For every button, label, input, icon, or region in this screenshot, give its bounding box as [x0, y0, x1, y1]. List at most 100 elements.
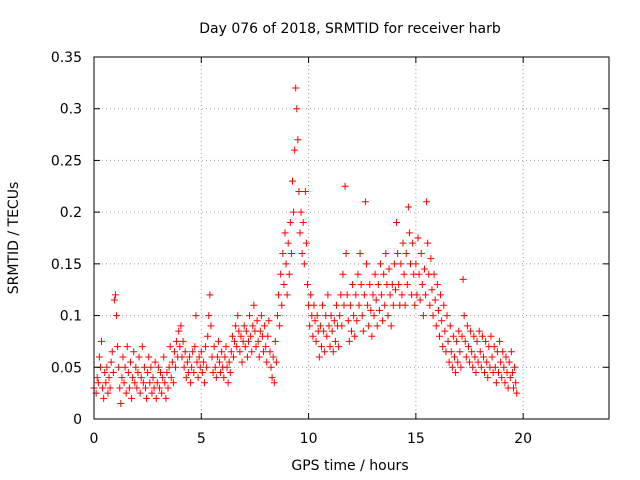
data-point: [124, 368, 132, 376]
data-point: [354, 270, 362, 278]
data-point: [348, 327, 355, 335]
data-point: [375, 306, 383, 314]
data-point: [243, 353, 251, 361]
data-point: [507, 348, 515, 356]
data-point: [229, 353, 237, 361]
data-point: [210, 343, 218, 351]
data-point: [331, 337, 339, 345]
data-point: [273, 312, 281, 320]
data-point: [139, 379, 147, 387]
data-point: [327, 312, 335, 320]
data-point: [513, 389, 521, 397]
data-point: [409, 239, 417, 247]
data-point: [119, 353, 127, 361]
data-point: [194, 374, 202, 382]
data-point: [176, 343, 184, 351]
data-point: [118, 374, 126, 382]
y-tick-label: 0.35: [51, 50, 82, 66]
data-point: [355, 301, 363, 309]
x-tick-labels: 0 5 10 15 20: [90, 431, 533, 447]
data-point: [197, 348, 205, 356]
data-point: [272, 358, 280, 366]
data-point: [494, 368, 502, 376]
data-points-layer: [90, 84, 521, 407]
data-point: [188, 363, 196, 371]
data-point: [128, 394, 136, 402]
data-point: [113, 312, 121, 320]
data-point: [163, 368, 171, 376]
data-point: [438, 317, 446, 325]
data-point: [172, 363, 180, 371]
data-point: [288, 177, 296, 185]
data-point: [441, 327, 449, 335]
data-point: [454, 358, 462, 366]
data-point: [332, 301, 340, 309]
data-point: [447, 348, 455, 356]
data-point: [446, 322, 454, 330]
data-point: [404, 203, 412, 211]
data-point: [268, 374, 276, 382]
data-point: [380, 270, 388, 278]
x-axis-label: GPS time / hours: [291, 458, 408, 474]
data-point: [350, 312, 358, 320]
data-point: [145, 353, 153, 361]
data-point: [222, 343, 230, 351]
data-point: [468, 348, 476, 356]
data-point: [370, 312, 378, 320]
data-point: [302, 239, 310, 247]
data-point: [115, 363, 123, 371]
data-point: [264, 332, 272, 340]
data-point: [131, 379, 139, 387]
data-point: [386, 291, 394, 299]
data-point: [411, 301, 419, 309]
data-point: [209, 368, 217, 376]
data-point: [382, 250, 390, 258]
data-point: [361, 198, 369, 206]
data-point: [221, 353, 229, 361]
data-point: [182, 374, 190, 382]
data-point: [449, 332, 457, 340]
data-point: [368, 332, 376, 340]
data-point: [365, 322, 373, 330]
data-point: [252, 343, 260, 351]
data-point: [246, 312, 254, 320]
data-point: [280, 281, 288, 289]
data-point: [352, 291, 360, 299]
data-point: [278, 301, 286, 309]
data-point: [226, 368, 234, 376]
data-point: [423, 198, 431, 206]
data-point: [435, 332, 443, 340]
data-point: [144, 368, 152, 376]
data-point: [140, 363, 148, 371]
data-point: [287, 250, 295, 258]
data-point: [282, 260, 290, 268]
data-point: [292, 84, 300, 92]
data-point: [502, 353, 510, 361]
data-point: [445, 358, 453, 366]
data-point: [160, 353, 168, 361]
data-point: [256, 327, 264, 335]
data-point: [374, 281, 382, 289]
data-point: [284, 239, 292, 247]
data-point: [487, 332, 495, 340]
data-point: [385, 265, 393, 273]
data-point: [100, 394, 108, 402]
data-point: [106, 384, 114, 392]
data-point: [455, 327, 463, 335]
data-point: [430, 270, 438, 278]
data-point: [95, 353, 103, 361]
data-point: [133, 384, 141, 392]
data-point: [403, 281, 411, 289]
data-point: [121, 363, 129, 371]
data-point: [196, 363, 204, 371]
data-point: [321, 348, 329, 356]
data-point: [147, 363, 155, 371]
data-point: [424, 239, 432, 247]
data-point: [301, 187, 309, 195]
data-point: [492, 379, 500, 387]
data-point: [231, 337, 239, 345]
data-point: [461, 337, 469, 345]
data-point: [387, 322, 395, 330]
x-tick-label: 0: [90, 431, 99, 447]
data-point: [93, 374, 101, 382]
